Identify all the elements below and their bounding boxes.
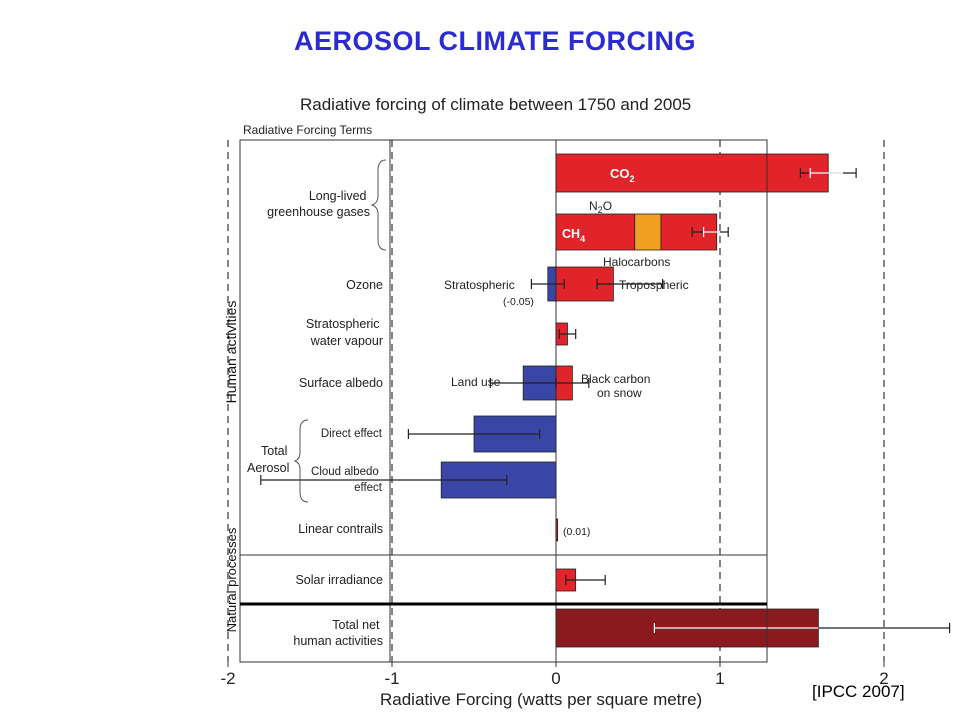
label-strat-water: Stratospheric water vapour [306, 317, 383, 348]
annot-bc-line1: Black carbon [581, 372, 650, 386]
label-ozone: Ozone [346, 278, 383, 292]
annot-tropospheric: Tropospheric [619, 278, 689, 292]
annot-black-carbon: Black carbon on snow [581, 372, 654, 400]
bar [555, 518, 559, 542]
bar-layer [440, 153, 829, 648]
xtick-label: 1 [715, 669, 724, 688]
xtick-label: -1 [384, 669, 399, 688]
label-surface-albedo: Surface albedo [299, 376, 383, 390]
annot-bc-line2: on snow [597, 386, 642, 400]
xtick-label: 0 [551, 669, 560, 688]
xtick-layer: -2 -1 0 1 2 [220, 662, 889, 688]
citation: [IPCC 2007] [812, 682, 905, 701]
chart-title: Radiative forcing of climate between 175… [300, 95, 691, 114]
label-linear-contrails: Linear contrails [298, 522, 383, 536]
label-ca-line1: Cloud albedo [311, 466, 379, 478]
errorbar-layer [260, 168, 951, 633]
label-direct-effect: Direct effect [321, 428, 383, 440]
label-ta-line2: Aerosol [247, 461, 289, 475]
frame-layer [239, 139, 768, 663]
annot-strat-value: (-0.05) [503, 296, 534, 308]
slide-title: AEROSOL CLIMATE FORCING [294, 26, 696, 56]
plot-frame [239, 139, 768, 663]
annot-stratospheric: Stratospheric [444, 278, 515, 292]
label-ghg-line2: greenhouse gases [267, 205, 370, 219]
label-total-aerosol: Total Aerosol [247, 444, 291, 475]
label-long-lived: Long-lived greenhouse gases [267, 189, 370, 219]
label-solar-irradiance: Solar irradiance [295, 573, 383, 587]
label-cloud-albedo: Cloud albedo effect [311, 466, 383, 494]
label-sw-line1: Stratospheric [306, 317, 380, 331]
label-ghg-line1: Long-lived [309, 189, 367, 203]
annot-n2o: N2O [589, 199, 612, 215]
label-ta-line1: Total [261, 444, 287, 458]
xtick-label: 2 [879, 669, 888, 688]
annot-ch4: CH4 [562, 227, 585, 244]
annot-contrails-value: (0.01) [563, 526, 590, 538]
label-total-net: Total net human activities [293, 618, 383, 648]
column-header: Radiative Forcing Terms [243, 123, 372, 137]
label-ca-line2: effect [354, 482, 383, 494]
group-label-natural: Natural processes [224, 527, 239, 632]
group-label-human: Human activities [223, 301, 239, 404]
label-tn-line2: human activities [293, 634, 383, 648]
bar [555, 153, 829, 193]
xtick-label: -2 [220, 669, 235, 688]
annot-co2: CO2 [610, 166, 635, 184]
label-tn-line1: Total net [332, 618, 380, 632]
x-axis-label: Radiative Forcing (watts per square metr… [380, 690, 702, 709]
label-sw-line2: water vapour [310, 334, 383, 348]
bar [634, 213, 662, 251]
ghg-bracket [370, 159, 387, 251]
annot-halocarbons: Halocarbons [603, 255, 670, 269]
annot-land-use: Land use [451, 375, 501, 389]
aerosol-bracket [293, 419, 309, 503]
